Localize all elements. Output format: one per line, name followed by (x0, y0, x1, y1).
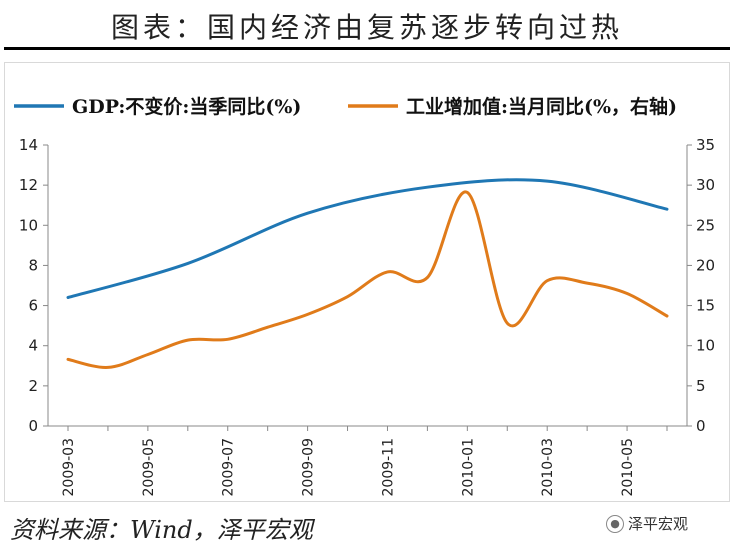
y-left-tick-label: 14 (19, 136, 38, 154)
x-tick-label: 2009-09 (301, 438, 317, 497)
x-tick-label: 2010-03 (540, 438, 556, 497)
title-underline (4, 47, 730, 50)
y-left-tick-label: 6 (28, 297, 38, 315)
legend-label-0: GDP:不变价:当季同比(%) (72, 95, 301, 118)
y-left-tick-label: 10 (19, 216, 38, 234)
y-right-tick-label: 20 (696, 256, 715, 274)
x-tick-label: 2010-05 (620, 438, 636, 497)
chart-panel (4, 62, 730, 502)
line-chart: 0 2 4 6 8 10 12 14 0 5 10 15 20 25 30 35 2009-03 2009-05 2… (14, 95, 715, 497)
y-right-tick-label: 5 (696, 377, 706, 395)
x-tick-label: 2009-03 (61, 438, 77, 497)
wechat-icon: ● (606, 514, 624, 533)
y-left-tick-label: 8 (28, 256, 38, 274)
source-note: 资料来源：Wind，泽平宏观 (10, 516, 313, 544)
watermark-text: 泽平宏观 (628, 515, 689, 533)
watermark: ● 泽平宏观 (606, 513, 688, 534)
y-left-tick-label: 12 (19, 176, 38, 194)
x-tick-label: 2009-05 (141, 438, 157, 497)
y-right-tick-label: 35 (696, 136, 715, 154)
y-right-tick-label: 0 (696, 417, 706, 435)
x-tick-label: 2009-07 (221, 438, 237, 497)
y-right-tick-label: 25 (696, 216, 715, 234)
legend-label-1: 工业增加值:当月同比(%，右轴) (406, 95, 677, 118)
x-tick-label: 2009-11 (380, 438, 396, 497)
chart-title: 图表：国内经济由复苏逐步转向过热 (110, 11, 623, 44)
y-right-tick-label: 30 (696, 176, 715, 194)
y-left-tick-label: 2 (28, 377, 38, 395)
y-left-tick-label: 0 (28, 417, 38, 435)
series-line-1 (66, 190, 669, 369)
y-right-tick-label: 15 (696, 297, 715, 315)
y-left-tick-label: 4 (28, 337, 38, 355)
series-line-0 (66, 178, 669, 299)
y-right-tick-label: 10 (696, 337, 715, 355)
x-tick-label: 2010-01 (460, 438, 476, 497)
